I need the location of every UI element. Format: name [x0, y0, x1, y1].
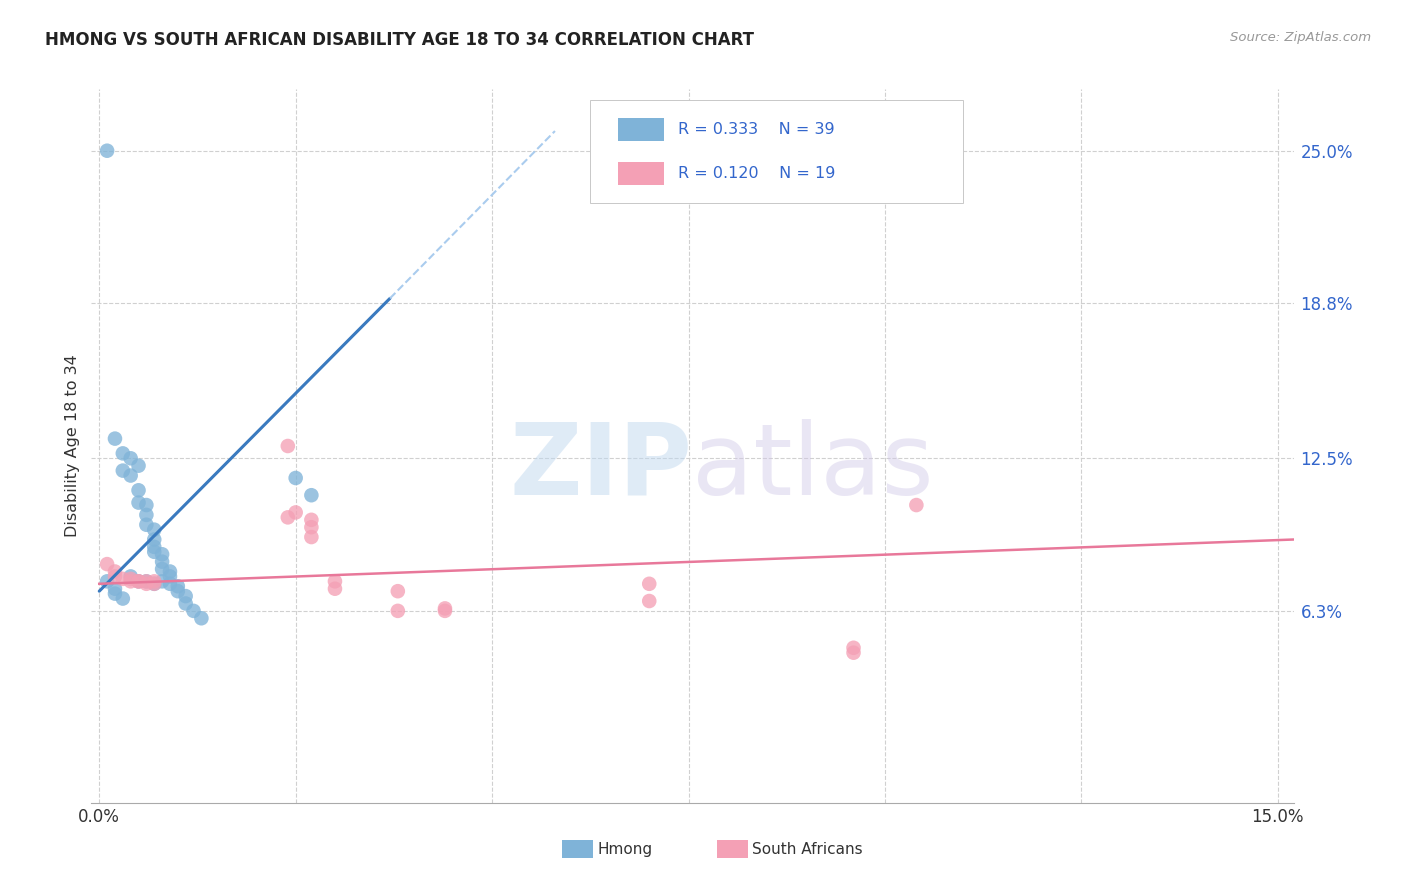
Point	[905, 498, 928, 512]
Point	[104, 565, 127, 579]
Point	[96, 557, 118, 571]
Point	[96, 144, 118, 158]
Point	[159, 565, 181, 579]
Point	[143, 576, 166, 591]
Point	[128, 574, 150, 589]
Text: R = 0.333    N = 39: R = 0.333 N = 39	[678, 122, 835, 137]
Point	[842, 646, 865, 660]
Point	[104, 569, 127, 583]
Point	[284, 505, 307, 519]
Point	[135, 576, 157, 591]
Point	[143, 545, 166, 559]
Point	[299, 488, 322, 502]
Text: South Africans: South Africans	[752, 842, 863, 856]
Point	[166, 579, 188, 593]
Point	[299, 513, 322, 527]
Point	[104, 582, 127, 596]
Point	[284, 471, 307, 485]
Point	[120, 574, 142, 589]
Point	[104, 587, 127, 601]
Point	[135, 498, 157, 512]
Point	[111, 572, 134, 586]
Point	[104, 432, 127, 446]
Point	[638, 594, 661, 608]
Point	[159, 576, 181, 591]
Point	[120, 468, 142, 483]
Point	[120, 572, 142, 586]
Text: Hmong: Hmong	[598, 842, 652, 856]
Point	[150, 547, 173, 561]
Point	[111, 591, 134, 606]
Text: Source: ZipAtlas.com: Source: ZipAtlas.com	[1230, 31, 1371, 45]
Point	[323, 582, 346, 596]
Text: ZIP: ZIP	[509, 419, 692, 516]
Point	[120, 451, 142, 466]
FancyBboxPatch shape	[591, 100, 963, 203]
Y-axis label: Disability Age 18 to 34: Disability Age 18 to 34	[65, 355, 80, 537]
Point	[135, 517, 157, 532]
Point	[433, 604, 456, 618]
Point	[299, 520, 322, 534]
Point	[174, 589, 197, 603]
Point	[150, 555, 173, 569]
Point	[120, 569, 142, 583]
Text: R = 0.120    N = 19: R = 0.120 N = 19	[678, 166, 835, 181]
Point	[299, 530, 322, 544]
Point	[387, 604, 409, 618]
Point	[277, 439, 299, 453]
Text: HMONG VS SOUTH AFRICAN DISABILITY AGE 18 TO 34 CORRELATION CHART: HMONG VS SOUTH AFRICAN DISABILITY AGE 18…	[45, 31, 754, 49]
Point	[135, 574, 157, 589]
Point	[135, 574, 157, 589]
Point	[111, 464, 134, 478]
Point	[96, 574, 118, 589]
Point	[277, 510, 299, 524]
Point	[150, 574, 173, 589]
Bar	[617, 162, 664, 186]
Point	[638, 576, 661, 591]
Point	[433, 601, 456, 615]
Point	[183, 604, 205, 618]
Point	[111, 446, 134, 460]
Point	[842, 640, 865, 655]
Point	[143, 576, 166, 591]
Bar	[617, 118, 664, 141]
Point	[128, 458, 150, 473]
Point	[166, 584, 188, 599]
Point	[143, 533, 166, 547]
Point	[387, 584, 409, 599]
Point	[143, 574, 166, 589]
Text: atlas: atlas	[692, 419, 934, 516]
Point	[128, 483, 150, 498]
Point	[143, 540, 166, 554]
Point	[159, 569, 181, 583]
Point	[128, 574, 150, 589]
Point	[128, 574, 150, 589]
Point	[190, 611, 212, 625]
Point	[128, 495, 150, 509]
Point	[323, 574, 346, 589]
Point	[135, 508, 157, 522]
Point	[174, 597, 197, 611]
Point	[150, 562, 173, 576]
Point	[143, 523, 166, 537]
